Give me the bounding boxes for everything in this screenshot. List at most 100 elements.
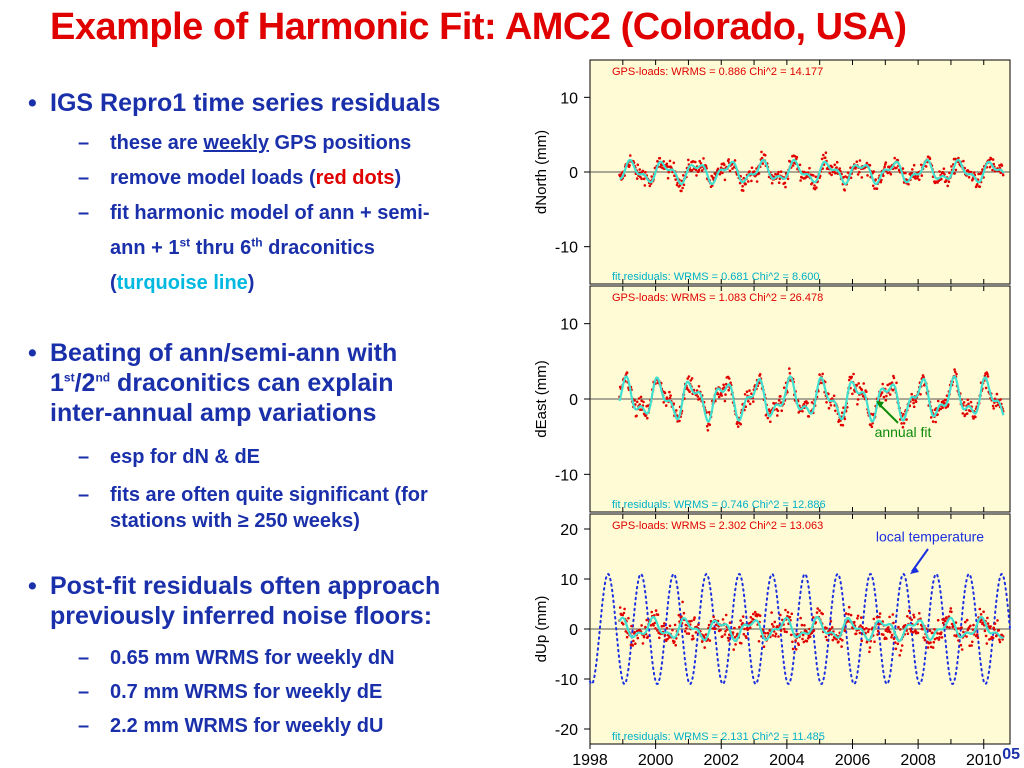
gps-loads-point — [838, 167, 842, 170]
y-tick-label: -10 — [555, 240, 578, 257]
gps-loads-point — [694, 168, 698, 171]
gps-loads-point — [969, 624, 972, 628]
gps-loads-point — [747, 400, 750, 403]
gps-loads-point — [779, 629, 783, 632]
gps-loads-point — [757, 640, 761, 643]
gps-loads-point — [761, 162, 765, 165]
gps-loads-point — [896, 642, 900, 646]
gps-loads-point — [707, 411, 711, 414]
gps-loads-point — [818, 373, 821, 376]
gps-loads-point — [946, 184, 949, 188]
gps-loads-point — [858, 631, 862, 635]
gps-loads-point — [940, 631, 943, 634]
text-part: fit harmonic model of ann + semi- — [110, 202, 430, 224]
gps-loads-point — [650, 175, 653, 178]
gps-loads-point — [834, 409, 837, 413]
gps-loads-point — [920, 174, 924, 177]
gps-loads-point — [969, 400, 973, 404]
gps-loads-point — [732, 648, 735, 651]
gps-loads-point — [895, 381, 898, 385]
gps-loads-point — [733, 636, 737, 639]
gps-loads-point — [808, 635, 812, 638]
gps-loads-point — [858, 159, 862, 162]
gps-loads-point — [892, 637, 896, 640]
text-part: /2 — [74, 369, 96, 397]
gps-loads-point — [902, 422, 906, 425]
gps-loads-point — [774, 635, 777, 638]
gps-loads-point — [844, 612, 848, 615]
gps-loads-point — [648, 184, 652, 188]
gps-loads-point — [708, 639, 712, 642]
gps-loads-stats-label: GPS-loads: WRMS = 0.886 Chi^2 = 14.177 — [612, 66, 823, 78]
gps-loads-point — [914, 400, 918, 404]
gps-loads-point — [861, 626, 864, 629]
gps-loads-point — [860, 176, 864, 179]
gps-loads-point — [860, 388, 864, 392]
y-tick-label: -10 — [555, 672, 578, 689]
gps-loads-point — [791, 647, 795, 651]
gps-loads-point — [960, 626, 963, 629]
gps-loads-point — [733, 159, 737, 162]
gps-loads-point — [788, 367, 791, 370]
gps-loads-point — [690, 619, 693, 623]
gps-loads-point — [666, 637, 669, 641]
gps-loads-point — [865, 161, 869, 165]
gps-loads-point — [906, 615, 909, 618]
gps-loads-point — [922, 636, 925, 639]
gps-loads-point — [885, 637, 888, 640]
gps-loads-point — [934, 420, 937, 424]
gps-loads-point — [969, 170, 973, 174]
gps-loads-point — [675, 409, 678, 412]
gps-loads-point — [668, 390, 671, 394]
gps-loads-point — [894, 647, 898, 651]
gps-loads-point — [835, 166, 838, 169]
gps-loads-point — [734, 643, 737, 646]
gps-loads-point — [991, 158, 995, 161]
gps-loads-point — [812, 629, 816, 632]
bullet-dot: • — [28, 572, 37, 600]
gps-loads-point — [644, 625, 647, 629]
gps-loads-point — [748, 389, 751, 392]
gps-loads-point — [962, 159, 965, 163]
gps-loads-point — [656, 613, 660, 616]
annual-fit-arrow — [877, 402, 899, 424]
gps-loads-point — [663, 391, 667, 395]
gps-loads-point — [618, 606, 622, 609]
gps-loads-point — [971, 628, 975, 631]
gps-loads-point — [849, 176, 853, 180]
gps-loads-point — [721, 635, 724, 638]
gps-loads-point — [971, 415, 975, 418]
gps-loads-point — [910, 392, 913, 396]
sub-bullet-1-3: – fit harmonic model of ann + semi- ann +… — [78, 196, 430, 301]
text-part-weekly: weekly — [203, 132, 269, 154]
bullet-2-line1: Beating of ann/semi-ann with — [50, 339, 398, 367]
gps-loads-point — [837, 640, 840, 643]
gps-loads-point — [1000, 164, 1004, 167]
superscript: nd — [95, 370, 111, 385]
gps-loads-point — [971, 640, 974, 644]
gps-loads-point — [794, 648, 798, 651]
fit-residuals-stats-label: fit residuals: WRMS = 2.131 Chi^2 = 11.4… — [612, 731, 825, 743]
gps-loads-point — [675, 183, 679, 187]
gps-loads-point — [890, 381, 894, 385]
gps-loads-point — [988, 165, 992, 169]
gps-loads-point — [916, 631, 920, 635]
gps-loads-point — [881, 382, 884, 386]
gps-loads-point — [795, 155, 799, 159]
gps-loads-point — [663, 622, 666, 625]
gps-loads-point — [1001, 173, 1005, 177]
gps-loads-point — [724, 393, 727, 396]
y-axis-label: dNorth (mm) — [533, 130, 550, 214]
bullet-dot: • — [28, 339, 37, 367]
panel-1: 10 0 -10 dNorth (mm) GPS-loads: WRMS = 0.886… — [533, 59, 1011, 285]
gps-loads-point — [646, 416, 649, 420]
gps-loads-point — [683, 630, 687, 633]
gps-loads-point — [865, 390, 868, 394]
gps-loads-point — [774, 632, 778, 636]
page-number: 05 — [1002, 746, 1020, 763]
gps-loads-point — [794, 639, 797, 642]
y-tick-label: 0 — [569, 165, 578, 182]
text-part: 0.7 mm WRMS for weekly dE — [110, 681, 383, 703]
gps-loads-point — [801, 410, 804, 413]
gps-loads-point — [757, 172, 761, 175]
